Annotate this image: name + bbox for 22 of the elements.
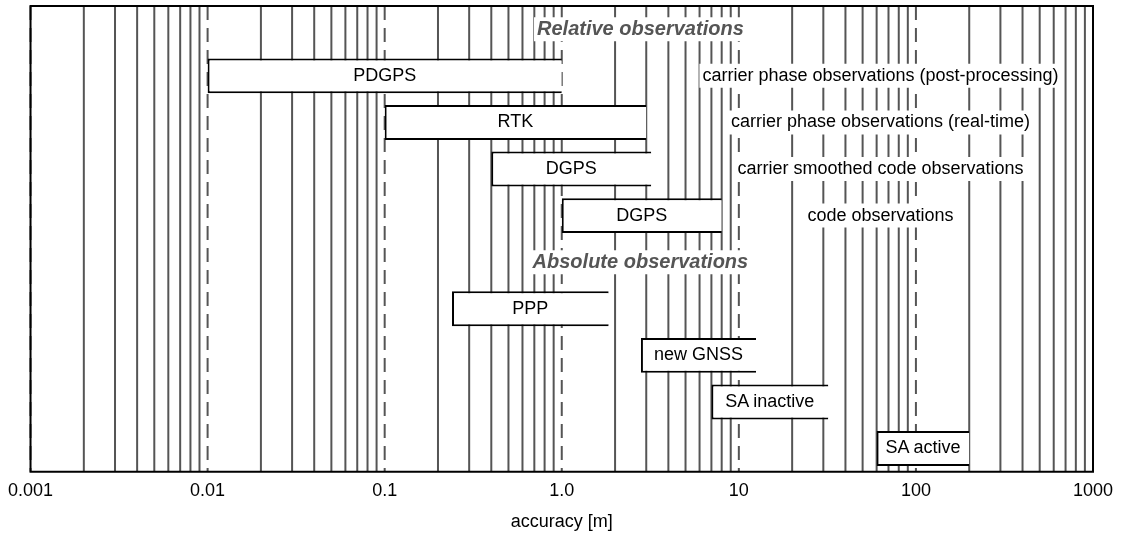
x-tick-label: 1000 (1072, 479, 1114, 500)
data-label: SA inactive (725, 390, 815, 411)
data-label: DGPS (545, 158, 597, 178)
annotation: Relative observations (537, 16, 744, 39)
data-label: SA active (885, 437, 961, 458)
data-label: new GNSS (653, 344, 743, 365)
x-tick-label: 100 (900, 479, 931, 500)
x-tick-label: 1.0 (549, 479, 575, 500)
x-tick-label: 10 (728, 479, 749, 500)
annotation: carrier phase observations (post-processing) (702, 64, 1059, 85)
x-tick-label: 0.001 (8, 479, 54, 500)
x-tick-label: 0.01 (190, 479, 226, 500)
annotation: code observations (807, 204, 954, 225)
data-label: DGPS (616, 204, 668, 225)
data-label: PPP (512, 297, 549, 318)
data-label: RTK (497, 111, 534, 132)
x-tick-label: 0.1 (372, 479, 398, 500)
annotation: carrier phase observations (real-time) (730, 111, 1031, 132)
data-label: PDGPS (353, 64, 417, 85)
x-axis-title: accuracy [m] (510, 511, 613, 532)
annotation: Absolute observations (531, 249, 749, 272)
annotation: carrier smoothed code observations (737, 158, 1024, 178)
